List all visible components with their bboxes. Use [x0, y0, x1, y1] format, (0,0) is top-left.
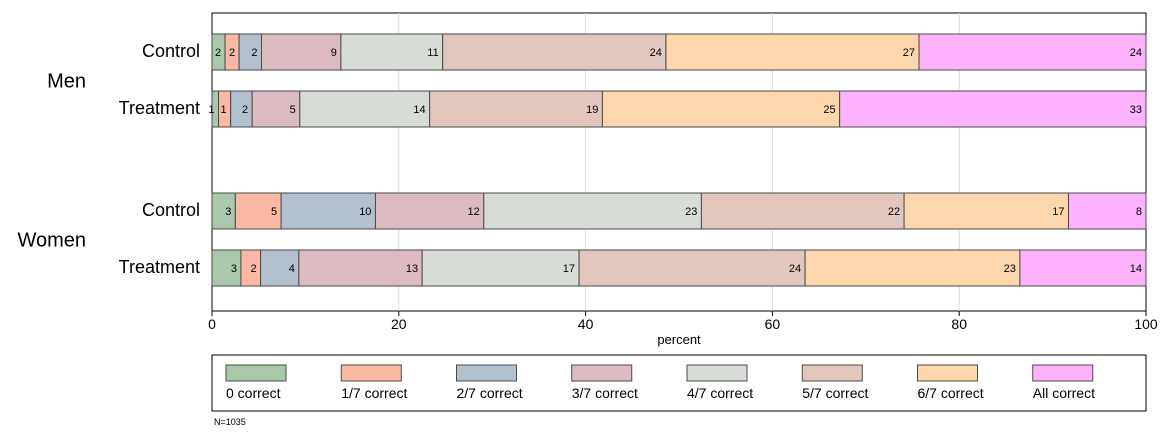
bar-segment [421, 249, 580, 287]
legend-swatch [340, 364, 402, 382]
bar-segment [429, 90, 603, 128]
data-label: 3 [231, 263, 237, 275]
legend-label: 1/7 correct [341, 385, 407, 401]
bar-segment [299, 90, 431, 128]
data-label: 24 [650, 47, 662, 59]
x-tick-label: 80 [951, 316, 967, 332]
data-label: 13 [406, 263, 418, 275]
bar-segment [804, 249, 1021, 287]
data-label: 9 [331, 47, 337, 59]
data-label: 23 [685, 206, 697, 218]
row-label: Control [142, 200, 200, 220]
data-label: 4 [289, 263, 295, 275]
row-label: Treatment [119, 98, 200, 118]
sample-size-note: N=1035 [214, 417, 246, 427]
bar-segment [251, 90, 301, 128]
bar-segment [211, 249, 242, 287]
legend-label: 6/7 correct [918, 385, 984, 401]
bar-segment [298, 249, 423, 287]
legend-label: 4/7 correct [687, 385, 753, 401]
bar-segment [903, 192, 1069, 230]
legend-swatch [917, 364, 978, 382]
data-label: 11 [427, 47, 438, 59]
bar-segment [442, 33, 667, 71]
legend-label: 3/7 correct [572, 385, 638, 401]
bar-segment [1067, 192, 1147, 230]
data-label: 33 [1130, 104, 1142, 116]
legend-box [211, 354, 1147, 412]
bar-segment [261, 33, 342, 71]
bar-segment [578, 249, 806, 287]
bar-segment [839, 90, 1147, 128]
bar-segment [1019, 249, 1147, 287]
x-tick-label: 40 [578, 316, 594, 332]
bar-segment [238, 33, 263, 71]
data-label: 24 [789, 263, 801, 275]
data-label: 1 [208, 104, 214, 116]
data-label: 8 [1136, 206, 1142, 218]
legend-swatch [801, 364, 863, 382]
legend-swatch [686, 364, 748, 382]
bar-segment [234, 192, 282, 230]
data-label: 1 [221, 104, 227, 116]
data-label: 10 [359, 206, 371, 218]
legend-label: 0 correct [226, 385, 281, 401]
legend-swatch [1032, 364, 1094, 382]
data-label: 17 [1052, 206, 1064, 218]
legend-swatch [225, 364, 287, 382]
data-label: 12 [468, 206, 480, 218]
data-label: 27 [903, 47, 915, 59]
data-label: 5 [271, 206, 277, 218]
x-tick-label: 0 [208, 316, 216, 332]
data-label: 2 [229, 47, 235, 59]
row-label: Treatment [119, 257, 200, 277]
data-label: 2 [251, 47, 257, 59]
data-label: 17 [563, 263, 575, 275]
x-tick-label: 60 [765, 316, 781, 332]
data-label: 14 [413, 104, 425, 116]
data-label: 23 [1004, 263, 1016, 275]
data-label: 24 [1130, 47, 1142, 59]
group-label: Men [47, 70, 86, 92]
bar-segment [601, 90, 841, 128]
bar-segment [340, 33, 444, 71]
legend-swatch [571, 364, 633, 382]
data-label: 19 [586, 104, 598, 116]
group-label: Women [17, 229, 86, 251]
data-label: 2 [242, 104, 248, 116]
x-axis-title: percent [657, 332, 701, 347]
bar-segment [280, 192, 376, 230]
legend-label: All correct [1033, 385, 1095, 401]
data-label: 25 [823, 104, 835, 116]
data-label: 2 [250, 263, 256, 275]
bar-segment [700, 192, 905, 230]
row-label: Control [142, 41, 200, 61]
legend-label: 2/7 correct [457, 385, 523, 401]
bar-segment [918, 33, 1147, 71]
x-tick-label: 100 [1134, 316, 1158, 332]
data-label: 5 [290, 104, 296, 116]
x-tick-label: 20 [391, 316, 407, 332]
bar-segment [483, 192, 702, 230]
legend-label: 5/7 correct [802, 385, 868, 401]
bar-segment [374, 192, 485, 230]
bar-segment [211, 192, 236, 230]
data-label: 22 [888, 206, 900, 218]
data-label: 3 [225, 206, 231, 218]
data-label: 2 [215, 47, 221, 59]
legend-swatch [456, 364, 517, 382]
bar-segment [260, 249, 300, 287]
data-label: 14 [1130, 263, 1142, 275]
bar-segment [665, 33, 920, 71]
